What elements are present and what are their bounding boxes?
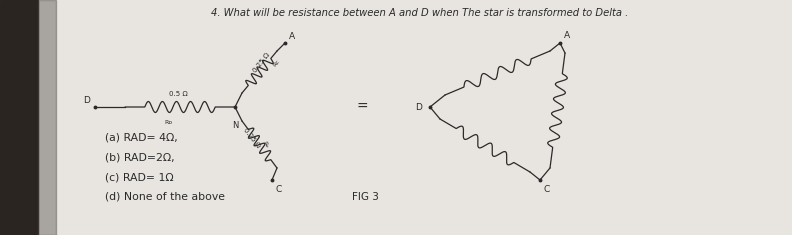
Text: =: = xyxy=(356,100,367,114)
Bar xyxy=(38,0,56,235)
Text: D: D xyxy=(415,102,422,111)
Text: A: A xyxy=(564,31,570,40)
Text: (d) None of the above: (d) None of the above xyxy=(105,192,225,201)
Text: Rₐ: Rₐ xyxy=(262,141,270,149)
Text: (b) RAD=2Ω,: (b) RAD=2Ω, xyxy=(105,153,174,162)
Text: D: D xyxy=(83,96,90,105)
Text: N: N xyxy=(232,121,238,130)
Text: A: A xyxy=(289,32,295,41)
Text: (c) RAD= 1Ω: (c) RAD= 1Ω xyxy=(105,172,173,182)
Text: 0.25 Ω: 0.25 Ω xyxy=(242,127,261,149)
Text: FIG 3: FIG 3 xyxy=(352,192,379,202)
Text: Rᴅ: Rᴅ xyxy=(164,120,172,125)
Text: C: C xyxy=(276,185,282,194)
Text: 0.5 Ω: 0.5 Ω xyxy=(169,91,188,97)
Bar xyxy=(0,0,38,235)
Text: 0.25 Ω: 0.25 Ω xyxy=(252,52,271,74)
Text: Rᴄ: Rᴄ xyxy=(272,59,280,68)
Text: (a) RAD= 4Ω,: (a) RAD= 4Ω, xyxy=(105,133,177,143)
Text: C: C xyxy=(544,185,550,194)
Text: 4. What will be resistance between A and D when The star is transformed to Delta: 4. What will be resistance between A and… xyxy=(211,8,629,18)
